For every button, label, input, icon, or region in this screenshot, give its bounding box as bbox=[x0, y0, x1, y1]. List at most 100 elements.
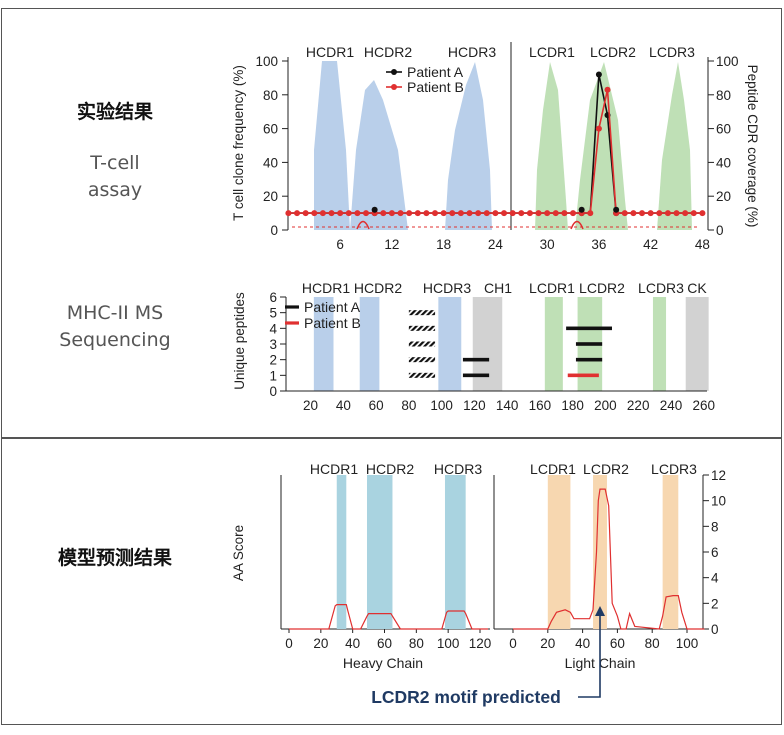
tcell-right-axis-title: Peptide CDR coverage (%) bbox=[745, 65, 760, 228]
tcell-point-a bbox=[578, 206, 585, 213]
tcell-point-b bbox=[621, 210, 628, 217]
ms-y-tick-label: 2 bbox=[269, 353, 277, 368]
pred-region-label-hcdr2: HCDR2 bbox=[366, 461, 414, 477]
ms-peptide-hatched bbox=[408, 310, 436, 316]
ms-x-tick-label: 240 bbox=[660, 398, 683, 413]
tcell-point-b bbox=[526, 210, 533, 217]
tcell-region-label-lcdr3: LCDR3 bbox=[649, 44, 695, 60]
pred-region-hcdr2 bbox=[366, 475, 393, 629]
pred-light-x-tick-label: 0 bbox=[509, 636, 517, 651]
tcell-point-b bbox=[354, 210, 361, 217]
pred-y-tick-label: 8 bbox=[711, 519, 719, 534]
tcell-point-b bbox=[570, 210, 577, 217]
tcell-x-tick-label: 6 bbox=[336, 237, 344, 252]
tcell-right-tick-label: 100 bbox=[716, 54, 739, 69]
pred-region-lcdr3 bbox=[662, 475, 679, 629]
pred-y-tick-label: 2 bbox=[711, 596, 719, 611]
tcell-region-label-hcdr1: HCDR1 bbox=[306, 44, 354, 60]
tcell-x-tick-label: 42 bbox=[643, 237, 658, 252]
ms-label-line2: Sequencing bbox=[59, 329, 171, 351]
pred-heavy-line bbox=[289, 603, 488, 630]
tcell-region-label-hcdr3: HCDR3 bbox=[448, 44, 496, 60]
tcell-point-b bbox=[397, 210, 404, 217]
tcell-legend-label: Patient A bbox=[407, 64, 464, 80]
pred-region-lcdr2 bbox=[593, 475, 607, 629]
tcell-point-b bbox=[475, 210, 482, 217]
ms-y-tick-label: 6 bbox=[269, 290, 277, 305]
tcell-point-b bbox=[440, 210, 447, 217]
model-results-label: 模型预测结果 bbox=[57, 547, 172, 569]
tcell-series-patient-a bbox=[288, 74, 703, 214]
tcell-point-b bbox=[345, 210, 352, 217]
tcell-point-b bbox=[363, 210, 370, 217]
tcell-left-tick-label: 0 bbox=[270, 223, 278, 238]
pred-region-hcdr1 bbox=[336, 475, 347, 629]
ms-peptide-patient-a bbox=[462, 373, 490, 378]
ms-x-tick-label: 60 bbox=[369, 398, 384, 413]
tcell-point-a bbox=[613, 206, 620, 213]
tcell-point-b bbox=[630, 210, 637, 217]
ms-region-lcdr3 bbox=[652, 297, 667, 391]
tcell-bump-34 bbox=[570, 220, 584, 230]
tcell-label-line2: assay bbox=[87, 179, 143, 201]
tcell-point-b bbox=[587, 210, 594, 217]
tcell-left-tick-label: 20 bbox=[263, 189, 278, 204]
ms-legend-line bbox=[285, 321, 299, 325]
ms-x-tick-label: 120 bbox=[463, 398, 486, 413]
tcell-point-b bbox=[501, 210, 508, 217]
ms-peptide-patient-b bbox=[567, 373, 599, 378]
tcell-point-b bbox=[518, 210, 525, 217]
tcell-legend-marker bbox=[391, 84, 397, 90]
tcell-left-tick-label: 60 bbox=[263, 122, 278, 137]
ms-x-tick-label: 20 bbox=[303, 398, 318, 413]
pred-region-hcdr3 bbox=[444, 475, 466, 629]
tcell-point-b bbox=[406, 210, 413, 217]
pred-region-label-lcdr1: LCDR1 bbox=[530, 461, 576, 477]
ms-region-label-hcdr1: HCDR1 bbox=[302, 280, 350, 296]
motif-arrow-line bbox=[578, 614, 601, 698]
tcell-region-label-lcdr1: LCDR1 bbox=[529, 44, 575, 60]
ms-peptide-patient-a bbox=[566, 326, 612, 331]
ms-peptide-patient-a bbox=[575, 357, 603, 362]
pred-light-x-tick-label: 20 bbox=[540, 636, 555, 651]
ms-label-line1: MHC-II MS bbox=[66, 302, 164, 324]
tcell-point-b bbox=[294, 210, 301, 217]
tcell-point-b bbox=[690, 210, 697, 217]
ms-region-label-hcdr2: HCDR2 bbox=[354, 280, 402, 296]
pred-region-label-hcdr1: HCDR1 bbox=[310, 461, 358, 477]
tcell-left-tick-label: 100 bbox=[255, 54, 278, 69]
pred-heavy-x-tick-label: 20 bbox=[313, 636, 328, 651]
pred-region-label-hcdr3: HCDR3 bbox=[434, 461, 482, 477]
pred-heavy-x-tick-label: 40 bbox=[345, 636, 360, 651]
tcell-region-lcdr3 bbox=[657, 62, 692, 230]
tcell-legend-label: Patient B bbox=[407, 79, 464, 95]
tcell-x-tick-label: 48 bbox=[695, 237, 710, 252]
tcell-right-tick-label: 60 bbox=[716, 122, 731, 137]
ms-x-tick-label: 200 bbox=[594, 398, 617, 413]
tcell-region-hcdr1 bbox=[314, 61, 350, 230]
tcell-x-tick-label: 30 bbox=[540, 237, 555, 252]
tcell-point-b bbox=[457, 210, 464, 217]
pred-heavy-x-tick-label: 60 bbox=[377, 636, 392, 651]
tcell-point-b bbox=[682, 210, 689, 217]
tcell-region-hcdr3 bbox=[445, 62, 492, 230]
pred-region-label-lcdr2: LCDR2 bbox=[583, 461, 629, 477]
ms-peptide-hatched bbox=[408, 372, 436, 378]
ms-legend-line bbox=[285, 305, 299, 309]
tcell-point-b bbox=[466, 210, 473, 217]
ms-x-tick-label: 180 bbox=[561, 398, 584, 413]
motif-note-text: LCDR2 motif predicted bbox=[371, 687, 561, 707]
ms-peptide-hatched bbox=[408, 341, 436, 347]
pred-region-lcdr1 bbox=[547, 475, 571, 629]
tcell-point-b bbox=[673, 210, 680, 217]
tcell-point-b bbox=[492, 210, 499, 217]
tcell-point-a bbox=[595, 71, 602, 78]
pred-heavy-x-tick-label: 100 bbox=[437, 636, 460, 651]
tcell-series-patient-b bbox=[288, 89, 703, 214]
pred-light-x-tick-label: 60 bbox=[610, 636, 625, 651]
ms-region-label-ck: CK bbox=[687, 280, 707, 296]
tcell-region-hcdr2 bbox=[350, 80, 408, 230]
tcell-point-b bbox=[449, 210, 456, 217]
ms-region-label-hcdr3: HCDR3 bbox=[423, 280, 471, 296]
